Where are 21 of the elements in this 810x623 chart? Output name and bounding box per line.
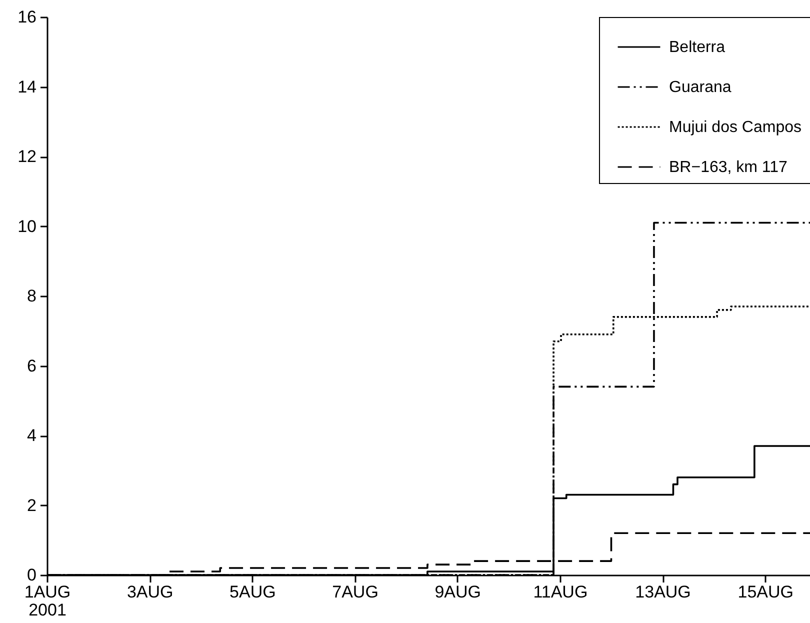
y-tick-label: 14 — [18, 77, 36, 96]
y-tick-label: 10 — [18, 216, 36, 236]
y-tick-label: 0 — [27, 566, 36, 584]
y-tick-label: 16 — [18, 8, 36, 26]
x-tick-label: 15AUG — [738, 582, 794, 602]
y-tick-label: 2 — [27, 496, 36, 515]
legend-label: BR−163, km 117 — [669, 159, 788, 176]
y-tick-label: 4 — [27, 426, 36, 445]
y-tick-label: 6 — [27, 356, 36, 376]
y-tick-label: 8 — [27, 286, 36, 306]
y-tick-label: 12 — [18, 147, 36, 166]
x-tick-label: 13AUG — [635, 582, 691, 602]
x-tick-label: 5AUG — [230, 582, 276, 602]
x-tick-label: 3AUG — [126, 582, 174, 602]
x-tick-label: 11AUG — [533, 582, 588, 602]
x-tick-label: 9AUG — [434, 582, 481, 602]
legend-label: Mujui dos Campos — [669, 119, 802, 136]
legend-label: Guarana — [669, 79, 732, 96]
x-tick-label: 1AUG 2001 — [24, 582, 71, 620]
x-tick-label: 7AUG — [332, 582, 378, 602]
legend-label: Belterra — [669, 39, 726, 56]
